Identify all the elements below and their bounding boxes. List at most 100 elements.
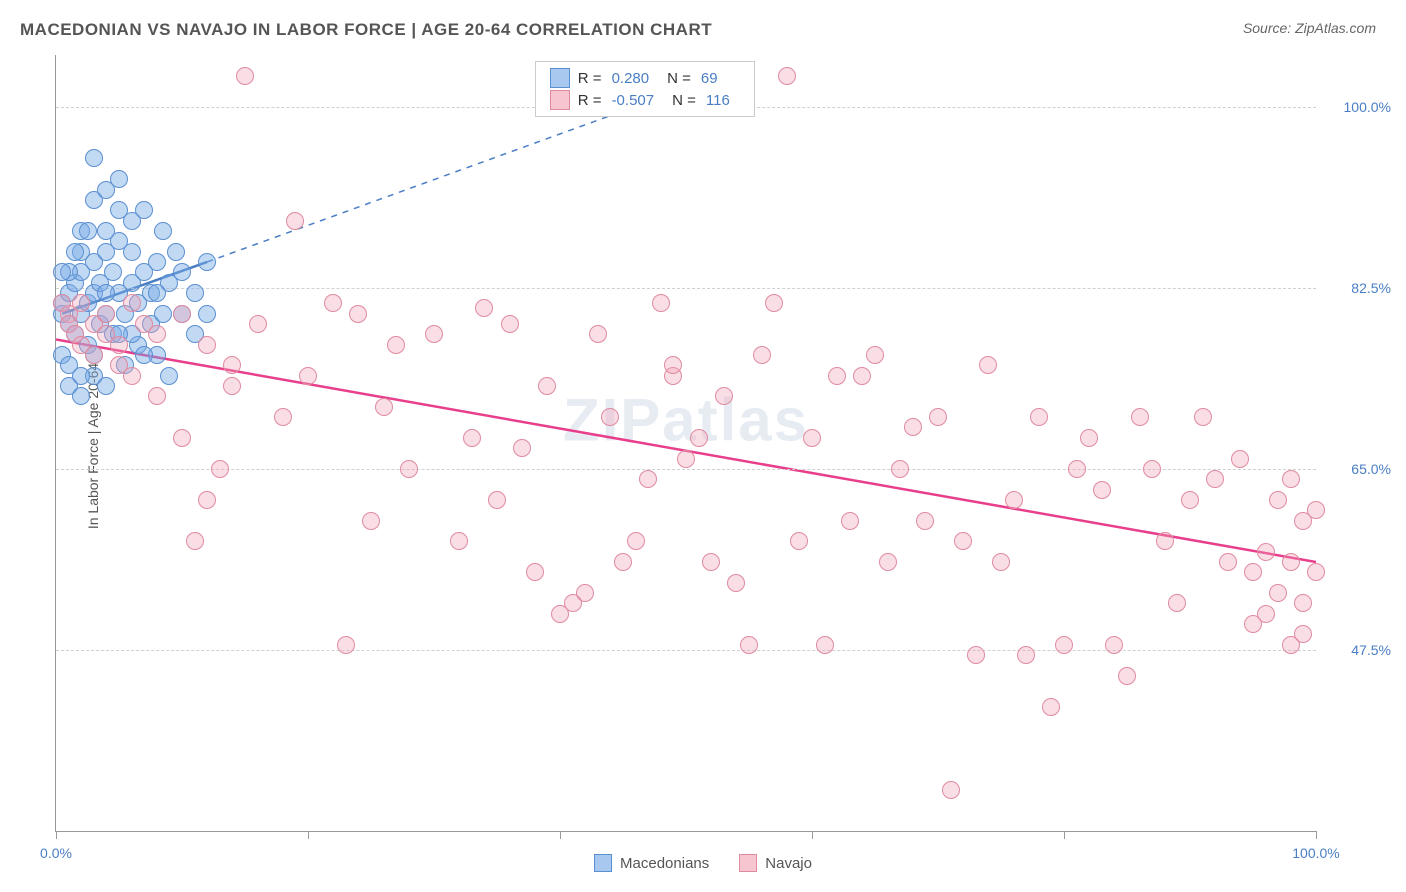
n-label: N =	[667, 70, 691, 87]
data-point	[526, 563, 544, 581]
data-point	[790, 532, 808, 550]
data-point	[929, 408, 947, 426]
data-point	[97, 222, 115, 240]
data-point	[173, 429, 191, 447]
data-point	[942, 781, 960, 799]
data-point	[488, 491, 506, 509]
data-point	[1206, 470, 1224, 488]
y-tick-label: 100.0%	[1331, 99, 1391, 115]
data-point	[97, 377, 115, 395]
data-point	[299, 367, 317, 385]
data-point	[110, 336, 128, 354]
data-point	[1294, 625, 1312, 643]
data-point	[1307, 563, 1325, 581]
x-tick	[1316, 831, 1317, 839]
data-point	[627, 532, 645, 550]
x-tick	[308, 831, 309, 839]
x-tick-label: 100.0%	[1292, 845, 1339, 861]
data-point	[85, 149, 103, 167]
data-point	[249, 315, 267, 333]
gridline	[56, 469, 1316, 470]
data-point	[1257, 605, 1275, 623]
n-label: N =	[672, 92, 696, 109]
data-point	[198, 253, 216, 271]
data-point	[148, 325, 166, 343]
data-point	[387, 336, 405, 354]
data-point	[916, 512, 934, 530]
legend-swatch	[594, 854, 612, 872]
data-point	[513, 439, 531, 457]
data-point	[614, 553, 632, 571]
x-tick	[812, 831, 813, 839]
data-point	[236, 67, 254, 85]
data-point	[1093, 481, 1111, 499]
data-point	[677, 450, 695, 468]
data-point	[324, 294, 342, 312]
data-point	[740, 636, 758, 654]
data-point	[198, 491, 216, 509]
data-point	[1143, 460, 1161, 478]
legend-label: Macedonians	[620, 855, 709, 872]
data-point	[135, 201, 153, 219]
legend-swatch	[550, 90, 570, 110]
data-point	[211, 460, 229, 478]
legend-swatch	[739, 854, 757, 872]
data-point	[148, 284, 166, 302]
data-point	[123, 243, 141, 261]
data-point	[72, 294, 90, 312]
data-point	[904, 418, 922, 436]
data-point	[425, 325, 443, 343]
n-value: 116	[706, 92, 730, 109]
data-point	[186, 532, 204, 550]
data-point	[148, 387, 166, 405]
data-point	[1257, 543, 1275, 561]
data-point	[1030, 408, 1048, 426]
y-tick-label: 47.5%	[1331, 642, 1391, 658]
data-point	[828, 367, 846, 385]
data-point	[954, 532, 972, 550]
data-point	[362, 512, 380, 530]
data-point	[1307, 501, 1325, 519]
data-point	[1231, 450, 1249, 468]
data-point	[463, 429, 481, 447]
data-point	[765, 294, 783, 312]
n-value: 69	[701, 70, 718, 87]
data-point	[97, 284, 115, 302]
data-point	[97, 305, 115, 323]
data-point	[110, 170, 128, 188]
data-point	[576, 584, 594, 602]
data-point	[589, 325, 607, 343]
r-value: 0.280	[612, 70, 650, 87]
data-point	[475, 299, 493, 317]
correlation-chart: MACEDONIAN VS NAVAJO IN LABOR FORCE | AG…	[0, 0, 1406, 892]
data-point	[816, 636, 834, 654]
data-point	[992, 553, 1010, 571]
data-point	[337, 636, 355, 654]
data-point	[841, 512, 859, 530]
data-point	[652, 294, 670, 312]
data-point	[53, 263, 71, 281]
data-point	[1294, 594, 1312, 612]
data-point	[1168, 594, 1186, 612]
data-point	[1282, 553, 1300, 571]
data-point	[1131, 408, 1149, 426]
data-point	[803, 429, 821, 447]
data-point	[167, 243, 185, 261]
data-point	[286, 212, 304, 230]
x-tick	[560, 831, 561, 839]
data-point	[223, 377, 241, 395]
data-point	[198, 336, 216, 354]
stats-legend-row: R =-0.507N =116	[550, 90, 740, 110]
data-point	[1042, 698, 1060, 716]
data-point	[110, 201, 128, 219]
data-point	[690, 429, 708, 447]
chart-title: MACEDONIAN VS NAVAJO IN LABOR FORCE | AG…	[20, 20, 712, 40]
data-point	[1118, 667, 1136, 685]
data-point	[72, 387, 90, 405]
data-point	[1068, 460, 1086, 478]
data-point	[1055, 636, 1073, 654]
data-point	[198, 305, 216, 323]
data-point	[123, 294, 141, 312]
data-point	[85, 346, 103, 364]
data-point	[72, 367, 90, 385]
